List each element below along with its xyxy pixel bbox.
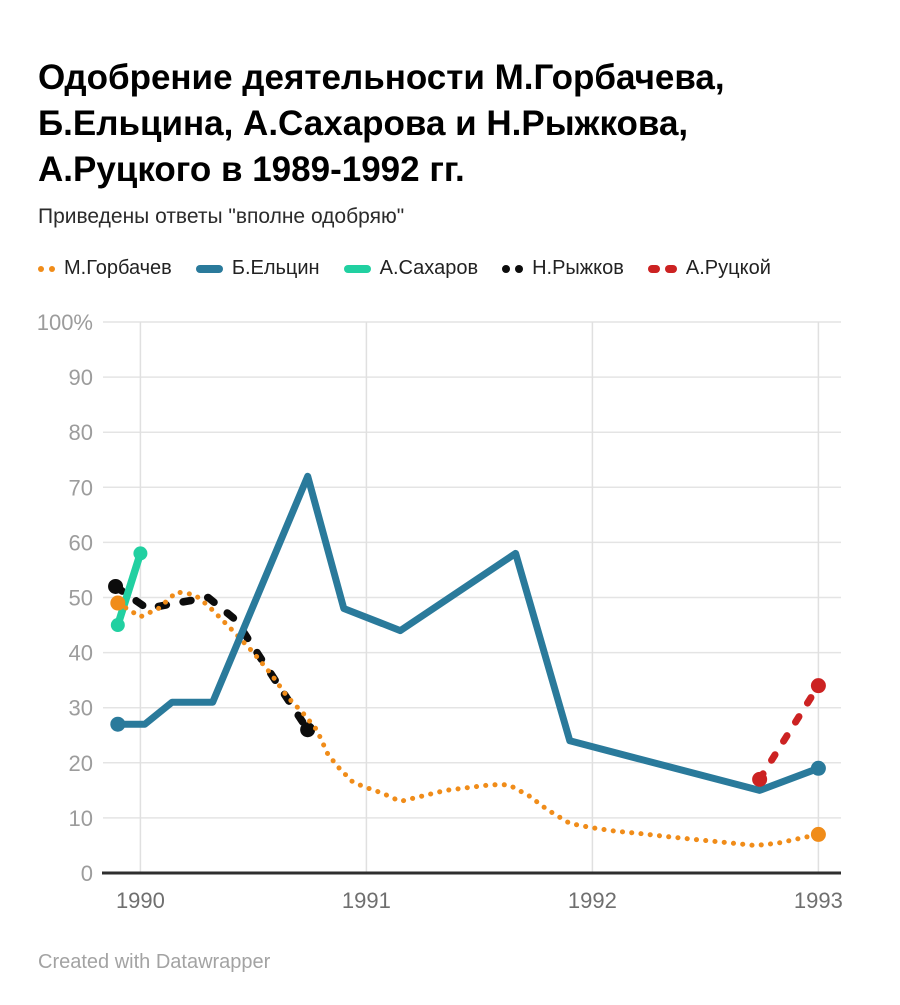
- series-yeltsin-start-marker: [110, 716, 126, 732]
- legend-swatch-shape: [647, 264, 660, 273]
- series-sakharov-start-marker: [110, 618, 125, 633]
- legend-swatch-icon: [195, 264, 223, 273]
- series-ryzhkov-start-marker: [108, 578, 124, 594]
- legend-item-2: Б.Ельцин: [195, 257, 320, 280]
- line-chart: 0 10 20 30 40 50 60 70 80 90 100% 1990 1991 1992 1993: [0, 300, 900, 950]
- chart-svg: 0 10 20 30 40 50 60 70 80 90 100% 1990 1991 1992 1993: [37, 310, 843, 913]
- legend-label: А.Руцкой: [685, 257, 771, 279]
- series-line-yeltsin: [114, 472, 822, 794]
- series-rutskoy-end-marker: [810, 678, 826, 694]
- y-axis-label-30: 30: [69, 696, 93, 721]
- legend-item-4: Н.Рыжков: [502, 257, 624, 280]
- x-axis-label-1991: 1991: [342, 888, 391, 913]
- datawrapper-credit-link[interactable]: Created with Datawrapper: [38, 951, 271, 973]
- title-line-1: Одобрение деятельности М.Горбачева,: [38, 58, 725, 97]
- y-axis-label-70: 70: [69, 475, 93, 500]
- series-line-gorbachev: [115, 589, 821, 848]
- legend-item-3: А.Сахаров: [343, 257, 479, 280]
- legend-swatch-icon: [343, 264, 371, 273]
- legend-swatch-shape: [195, 264, 223, 273]
- x-axis-label-1990: 1990: [116, 888, 165, 913]
- y-axis-label-0: 0: [81, 861, 93, 886]
- legend-swatch-icon: [502, 264, 524, 273]
- series-gorbachev-end-marker: [810, 826, 826, 842]
- legend-swatch-shape: [515, 264, 524, 273]
- series-rutskoy-start-marker: [752, 771, 768, 787]
- legend-label: Б.Ельцин: [231, 257, 320, 279]
- series-line-sakharov: [114, 549, 145, 629]
- chart-title: Одобрение деятельности М.Горбачева, Б.Ел…: [38, 55, 873, 193]
- series-line-rutskoy: [756, 682, 822, 783]
- y-axis-label-100: 100%: [37, 310, 93, 335]
- series-gorbachev-start-marker: [110, 595, 126, 611]
- legend-item-1: М.Горбачев: [38, 257, 172, 280]
- y-axis-label-40: 40: [69, 641, 93, 666]
- legend-swatch-icon: [647, 264, 677, 273]
- legend-label: Н.Рыжков: [532, 257, 624, 279]
- series-line-ryzhkov: [111, 582, 312, 734]
- legend-swatch-shape: [664, 264, 677, 273]
- legend-swatch-shape: [49, 265, 55, 272]
- series-yeltsin-end-marker: [810, 760, 826, 776]
- y-axis-label-20: 20: [69, 751, 93, 776]
- legend-swatch-shape: [38, 265, 44, 272]
- chart-subtitle: Приведены ответы "вполне одобряю": [38, 205, 405, 228]
- legend-label: М.Горбачев: [64, 257, 172, 279]
- legend-label: А.Сахаров: [379, 257, 479, 279]
- legend-swatch-icon: [38, 265, 55, 272]
- legend: М.Горбачев Б.Ельцин А.Сахаров Н.Рыжков А.Руц…: [38, 257, 771, 280]
- series-sakharov-end-marker: [133, 546, 148, 561]
- legend-swatch-shape: [343, 264, 371, 273]
- x-axis-label-1992: 1992: [568, 888, 617, 913]
- series-ryzhkov-end-marker: [300, 722, 316, 738]
- y-axis-label-80: 80: [69, 420, 93, 445]
- y-axis-label-90: 90: [69, 365, 93, 390]
- title-line-2: Б.Ельцина, А.Сахарова и Н.Рыжкова,: [38, 104, 689, 143]
- legend-swatch-shape: [502, 264, 511, 273]
- y-axis-label-60: 60: [69, 530, 93, 555]
- title-line-3: А.Руцкого в 1989-1992 гг.: [38, 150, 465, 189]
- y-axis-label-50: 50: [69, 586, 93, 611]
- y-axis-label-10: 10: [69, 806, 93, 831]
- x-axis-label-1993: 1993: [794, 888, 843, 913]
- legend-item-5: А.Руцкой: [647, 257, 771, 280]
